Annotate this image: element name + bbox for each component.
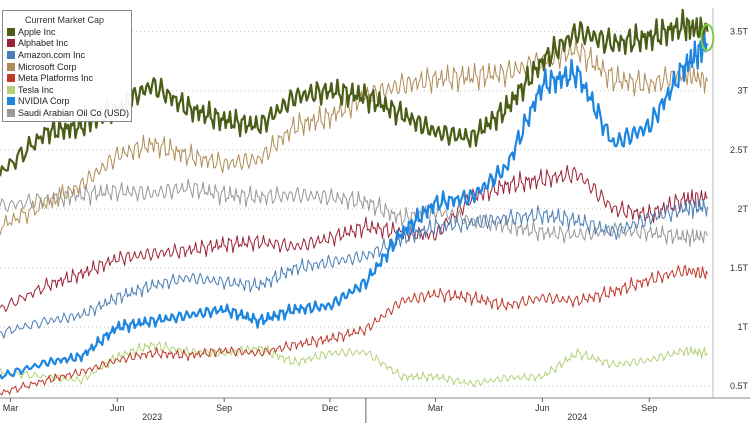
legend-label: Apple Inc <box>18 26 56 37</box>
y-tick-label: 2T <box>737 204 748 214</box>
y-tick-label: 3T <box>737 86 748 96</box>
year-label: 2023 <box>142 412 162 422</box>
legend-swatch <box>7 27 15 36</box>
legend-item: Microsoft Corp <box>3 61 131 73</box>
legend-item: Amazon.com Inc <box>3 49 131 61</box>
x-tick-label: Dec <box>322 403 339 413</box>
legend-label: Alphabet Inc <box>18 38 69 49</box>
legend-item: Alphabet Inc <box>3 38 131 50</box>
year-label: 2024 <box>567 412 587 422</box>
y-tick-label: 1.5T <box>730 263 749 273</box>
legend-item: Tesla Inc <box>3 84 131 96</box>
legend-item: Apple Inc <box>3 26 131 38</box>
y-tick-label: 1T <box>737 322 748 332</box>
annotation-layer <box>700 23 715 52</box>
legend-items: Apple Inc Alphabet Inc Amazon.com Inc Micro… <box>3 26 131 119</box>
series-line-microsoft-corp <box>0 38 708 236</box>
legend-item: Saudi Arabian Oil Co (USD) <box>3 107 131 119</box>
y-tick-label: 0.5T <box>730 381 749 391</box>
x-tick-label: Mar <box>428 403 444 413</box>
legend-label: Amazon.com Inc <box>18 49 86 60</box>
legend: Current Market Cap Apple Inc Alphabet Inc… <box>2 10 132 122</box>
x-tick-label: Jun <box>535 403 550 413</box>
legend-label: NVIDIA Corp <box>18 96 70 107</box>
legend-swatch <box>7 62 15 71</box>
x-tick-label: Sep <box>216 403 232 413</box>
y-tick-label: 2.5T <box>730 145 749 155</box>
series-line-meta-platforms-inc <box>0 264 708 396</box>
x-tick-label: Jun <box>110 403 125 413</box>
y-tick-label: 3.5T <box>730 27 749 37</box>
legend-label: Saudi Arabian Oil Co (USD) <box>18 107 130 118</box>
series-line-tesla-inc <box>0 341 708 388</box>
legend-swatch <box>7 39 15 48</box>
x-tick-label: Mar <box>3 403 19 413</box>
legend-swatch <box>7 50 15 59</box>
legend-swatch <box>7 97 15 106</box>
legend-item: Meta Platforms Inc <box>3 72 131 84</box>
legend-swatch <box>7 85 15 94</box>
legend-swatch <box>7 74 15 83</box>
series-line-nvidia-corp <box>0 33 709 380</box>
legend-item: NVIDIA Corp <box>3 96 131 108</box>
legend-label: Microsoft Corp <box>18 61 77 72</box>
legend-title: Current Market Cap <box>25 15 105 25</box>
series-line-amazon-com-inc <box>0 198 708 339</box>
series-line-alphabet-inc <box>0 165 708 312</box>
axis-layer: 0.5T 1T 1.5T 2T 2.5T 3T 3.5T Mar Jun Sep Dec Mar Jun… <box>0 8 750 423</box>
legend-label: Tesla Inc <box>18 84 54 95</box>
highlight-circle <box>700 23 715 52</box>
x-tick-label: Sep <box>641 403 657 413</box>
legend-swatch <box>7 108 15 117</box>
legend-label: Meta Platforms Inc <box>18 73 94 84</box>
grid-layer <box>0 31 712 387</box>
